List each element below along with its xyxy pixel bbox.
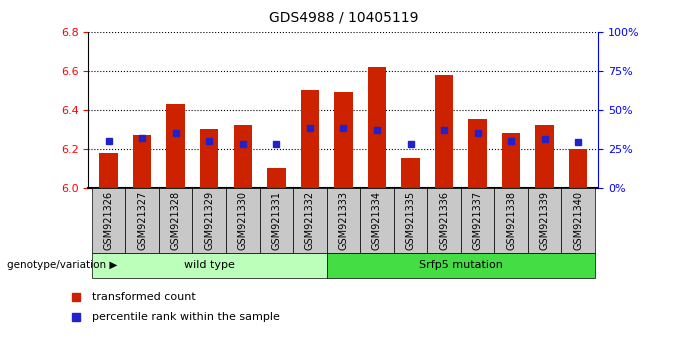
Bar <box>99 153 118 188</box>
Bar <box>562 188 595 253</box>
Bar <box>528 188 562 253</box>
Bar <box>133 135 152 188</box>
Bar <box>360 188 394 253</box>
Text: genotype/variation ▶: genotype/variation ▶ <box>7 261 117 270</box>
Text: GSM921337: GSM921337 <box>473 191 483 250</box>
Bar <box>494 188 528 253</box>
Bar <box>301 90 319 188</box>
Bar <box>469 120 487 188</box>
Text: GSM921333: GSM921333 <box>339 191 348 250</box>
Text: GDS4988 / 10405119: GDS4988 / 10405119 <box>269 11 418 25</box>
Bar <box>167 104 185 188</box>
Bar <box>461 188 494 253</box>
Text: GSM921335: GSM921335 <box>405 191 415 250</box>
Bar <box>401 159 420 188</box>
Bar <box>226 188 260 253</box>
Bar <box>200 129 218 188</box>
Bar <box>334 92 353 188</box>
Text: wild type: wild type <box>184 261 235 270</box>
Text: GSM921331: GSM921331 <box>271 191 282 250</box>
Text: GSM921340: GSM921340 <box>573 191 583 250</box>
Bar <box>435 75 454 188</box>
Text: percentile rank within the sample: percentile rank within the sample <box>92 312 280 322</box>
Text: GSM921330: GSM921330 <box>238 191 248 250</box>
Bar <box>92 188 125 253</box>
Bar <box>427 188 461 253</box>
Text: transformed count: transformed count <box>92 292 197 302</box>
Bar <box>569 149 588 188</box>
Text: GSM921338: GSM921338 <box>506 191 516 250</box>
Text: GSM921326: GSM921326 <box>103 191 114 250</box>
Bar <box>159 188 192 253</box>
Text: GSM921332: GSM921332 <box>305 191 315 250</box>
Bar <box>293 188 326 253</box>
Bar <box>535 125 554 188</box>
Text: GSM921339: GSM921339 <box>540 191 549 250</box>
Bar <box>326 188 360 253</box>
Bar <box>502 133 520 188</box>
Bar <box>192 188 226 253</box>
Text: GSM921328: GSM921328 <box>171 191 181 250</box>
Bar <box>267 168 286 188</box>
Text: GSM921329: GSM921329 <box>204 191 214 250</box>
Bar <box>326 253 595 278</box>
Text: GSM921327: GSM921327 <box>137 191 147 250</box>
Bar <box>92 253 326 278</box>
Text: GSM921336: GSM921336 <box>439 191 449 250</box>
Text: GSM921334: GSM921334 <box>372 191 382 250</box>
Bar <box>368 67 386 188</box>
Bar <box>394 188 427 253</box>
Text: Srfp5 mutation: Srfp5 mutation <box>419 261 503 270</box>
Bar <box>233 125 252 188</box>
Bar <box>125 188 159 253</box>
Bar <box>260 188 293 253</box>
